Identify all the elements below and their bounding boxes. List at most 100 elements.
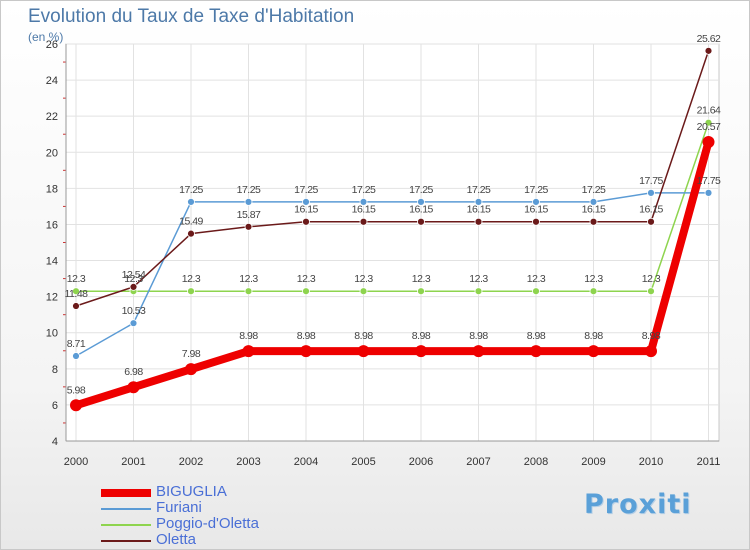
legend-swatch-oletta: [101, 540, 151, 542]
data-label-biguglia: 8.98: [469, 330, 488, 342]
data-point-biguglia: [415, 345, 427, 358]
data-label-poggio-d-oletta: 12.3: [297, 273, 316, 285]
data-label-oletta: 12.54: [122, 269, 146, 281]
data-label-biguglia: 8.98: [584, 330, 603, 342]
data-point-oletta: [244, 222, 253, 231]
x-tick-label: 2007: [466, 456, 490, 468]
data-point-biguglia: [357, 345, 370, 358]
y-tick-label: 6: [52, 400, 58, 412]
x-tick-label: 2010: [639, 456, 663, 468]
data-label-oletta: 16.15: [294, 204, 318, 216]
data-label-oletta: 25.62: [697, 33, 721, 45]
chart-subtitle: (en %): [28, 30, 64, 44]
data-point-furiani: [417, 197, 425, 206]
data-point-oletta: [359, 217, 368, 226]
data-label-oletta: 16.15: [639, 204, 663, 216]
x-tick-label: 2011: [697, 456, 721, 468]
series-line-oletta: [75, 50, 710, 307]
data-point-poggio-d-oletta: [704, 118, 713, 127]
data-label-oletta: 16.15: [467, 204, 491, 216]
data-label-furiani: 10.53: [122, 305, 146, 317]
data-label-biguglia: 5.98: [67, 384, 86, 396]
data-label-furiani: 17.25: [582, 184, 606, 196]
data-point-poggio-d-oletta: [72, 287, 80, 296]
data-label-oletta: 15.87: [237, 209, 261, 221]
data-label-poggio-d-oletta: 21.64: [697, 105, 721, 117]
data-point-furiani: [474, 197, 483, 206]
data-point-oletta: [474, 217, 483, 226]
data-point-oletta: [532, 217, 540, 226]
y-tick-label: 14: [46, 256, 58, 268]
data-point-biguglia: [242, 345, 255, 358]
y-tick-label: 8: [52, 364, 58, 376]
data-point-oletta: [129, 282, 138, 291]
data-label-biguglia: 20.57: [697, 121, 721, 133]
legend-swatch-furiani: [101, 508, 151, 510]
data-point-oletta: [647, 217, 655, 226]
data-label-poggio-d-oletta: 12.3: [239, 273, 258, 285]
data-label-poggio-d-oletta: 12.3: [124, 273, 143, 285]
y-tick-label: 12: [46, 292, 58, 304]
data-point-oletta: [417, 217, 425, 226]
data-label-furiani: 17.25: [237, 184, 261, 196]
data-label-biguglia: 7.98: [182, 348, 201, 360]
data-label-poggio-d-oletta: 12.3: [584, 273, 603, 285]
data-point-oletta: [302, 217, 310, 226]
data-label-oletta: 15.49: [179, 216, 203, 228]
data-label-furiani: 17.25: [524, 184, 548, 196]
data-point-furiani: [244, 197, 253, 206]
data-point-furiani: [129, 319, 138, 328]
data-point-poggio-d-oletta: [589, 287, 598, 296]
y-tick-label: 20: [46, 147, 58, 159]
x-tick-label: 2001: [121, 456, 145, 468]
data-point-poggio-d-oletta: [244, 287, 253, 296]
legend-swatch-biguglia: [101, 489, 151, 497]
data-point-biguglia: [70, 399, 82, 412]
brand-logo: Proxiti: [584, 489, 692, 520]
data-label-oletta: 16.15: [409, 204, 433, 216]
data-label-biguglia: 6.98: [124, 366, 143, 378]
data-point-furiani: [704, 188, 713, 197]
y-tick-label: 10: [46, 328, 58, 340]
data-point-biguglia: [185, 363, 197, 376]
legend-label-furiani: Furiani: [156, 499, 202, 516]
data-label-furiani: 17.25: [467, 184, 491, 196]
data-point-biguglia: [472, 345, 485, 358]
data-label-poggio-d-oletta: 12.3: [412, 273, 431, 285]
data-point-furiani: [589, 197, 598, 206]
data-label-furiani: 17.25: [352, 184, 376, 196]
data-label-poggio-d-oletta: 12.3: [642, 273, 661, 285]
data-point-biguglia: [300, 345, 312, 358]
x-tick-label: 2006: [409, 456, 433, 468]
data-label-biguglia: 8.98: [412, 330, 431, 342]
data-point-biguglia: [127, 381, 140, 394]
data-label-poggio-d-oletta: 12.3: [354, 273, 373, 285]
data-point-furiani: [359, 197, 368, 206]
y-tick-label: 18: [46, 183, 58, 195]
data-point-furiani: [302, 197, 310, 206]
y-tick-label: 16: [46, 219, 58, 231]
data-label-oletta: 16.15: [582, 204, 606, 216]
data-point-furiani: [187, 197, 195, 206]
data-label-oletta: 16.15: [352, 204, 376, 216]
data-label-poggio-d-oletta: 12.3: [469, 273, 488, 285]
data-point-biguglia: [645, 345, 657, 358]
data-label-furiani: 8.71: [67, 338, 86, 350]
x-tick-label: 2005: [351, 456, 375, 468]
data-point-poggio-d-oletta: [417, 287, 425, 296]
data-label-poggio-d-oletta: 12.3: [527, 273, 546, 285]
series-line-biguglia: [72, 137, 713, 410]
data-point-furiani: [647, 188, 655, 197]
data-point-biguglia: [587, 345, 600, 358]
x-tick-label: 2004: [294, 456, 318, 468]
data-point-poggio-d-oletta: [302, 287, 310, 296]
data-label-furiani: 17.25: [409, 184, 433, 196]
legend-label-poggio-doletta: Poggio-d'Oletta: [156, 515, 259, 532]
legend-label-oletta: Oletta: [156, 531, 197, 548]
data-point-poggio-d-oletta: [474, 287, 483, 296]
x-tick-label: 2000: [64, 456, 88, 468]
y-tick-label: 4: [52, 436, 58, 448]
data-point-oletta: [704, 46, 713, 55]
